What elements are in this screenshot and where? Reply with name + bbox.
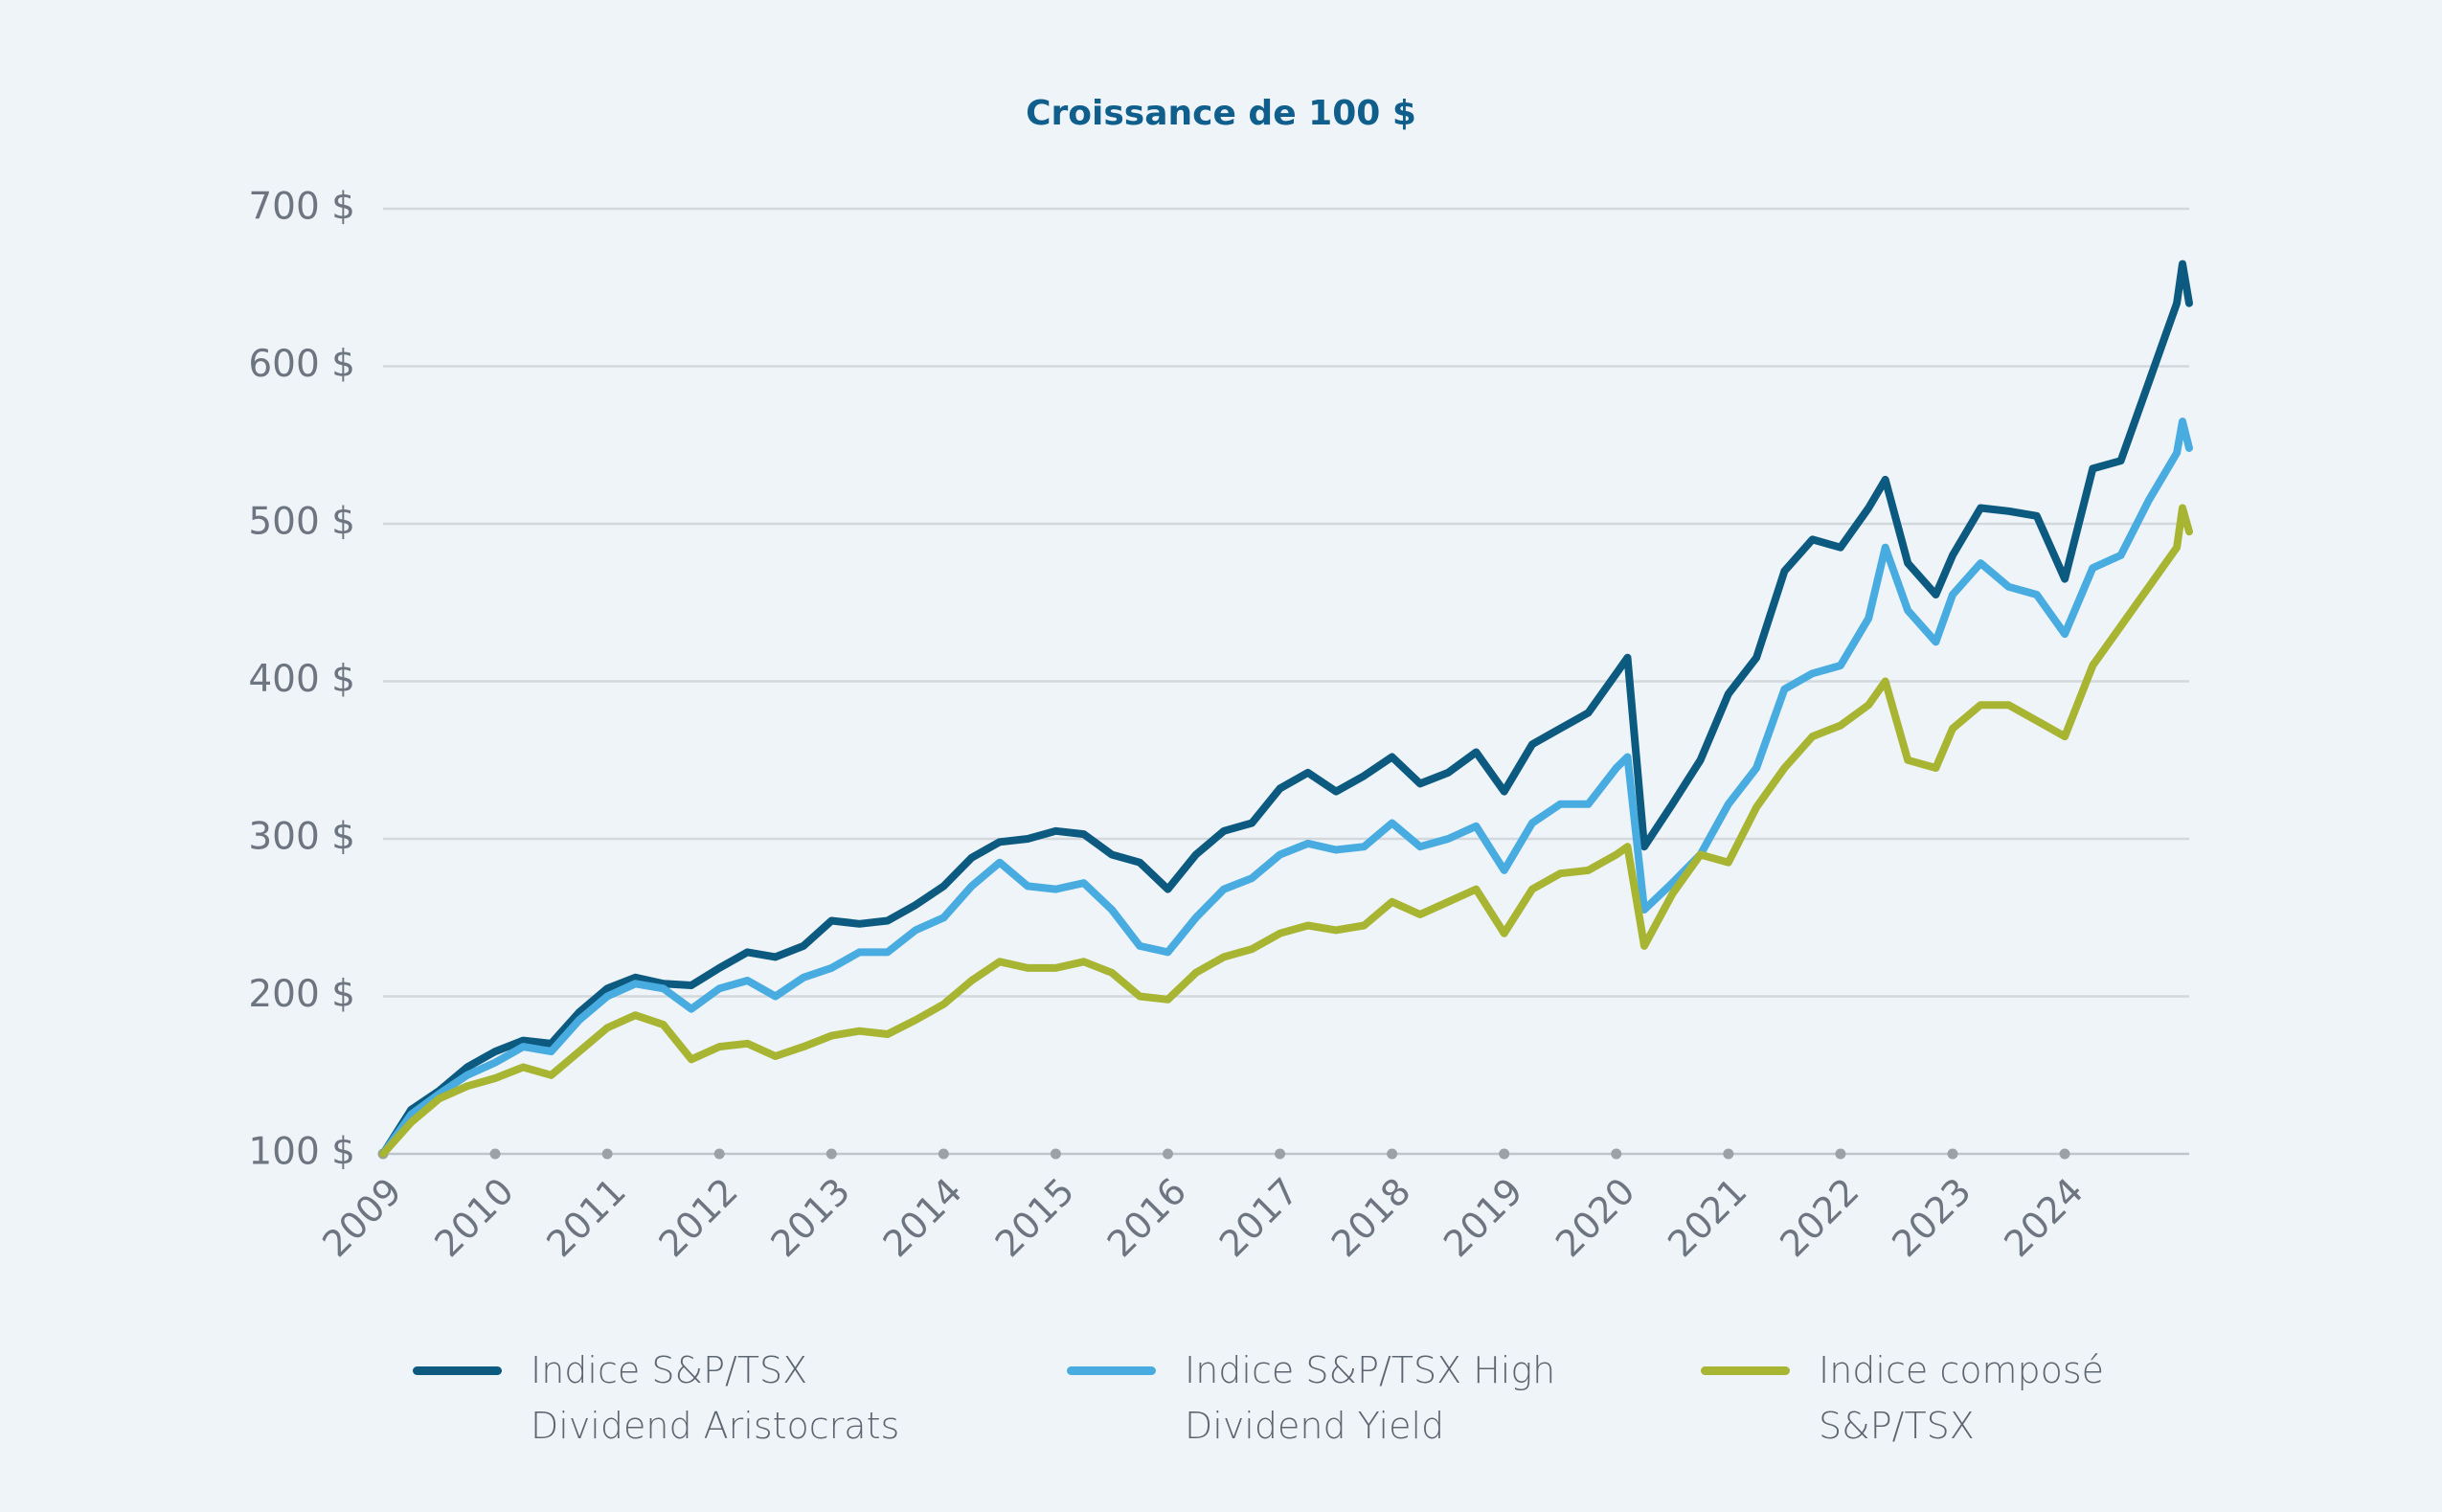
x-tick-label: 2012: [650, 1170, 746, 1266]
x-tick-label: 2017: [1211, 1170, 1307, 1266]
y-tick-label: 600 $: [248, 343, 355, 386]
x-tick-dot: [1050, 1148, 1061, 1160]
x-tick-label: 2018: [1323, 1170, 1419, 1266]
x-tick-label: 2011: [538, 1170, 634, 1266]
x-tick-label: 2015: [987, 1170, 1083, 1266]
x-tick-dot: [1723, 1148, 1734, 1160]
x-tick-dot: [1162, 1148, 1173, 1160]
x-tick-dot: [1947, 1148, 1958, 1160]
legend-swatch: [1067, 1366, 1156, 1375]
x-tick-label: 2021: [1660, 1170, 1755, 1266]
x-tick-dot: [1611, 1148, 1622, 1160]
x-tick-dot: [1275, 1148, 1286, 1160]
legend-swatch: [1701, 1366, 1790, 1375]
chart-title: Croissance de 100 $: [1026, 94, 1416, 133]
x-tick-label: 2019: [1436, 1170, 1531, 1266]
x-tick-dot: [601, 1148, 613, 1160]
y-tick-label: 700 $: [248, 186, 355, 229]
series-line: [379, 417, 2193, 1158]
x-tick-dot: [825, 1148, 837, 1160]
x-tick-label: 2013: [763, 1170, 859, 1266]
legend-label: Indice composé S&P/TSX: [1819, 1349, 2105, 1447]
x-tick-dot: [1499, 1148, 1510, 1160]
x-tick-dot: [713, 1148, 725, 1160]
x-tick-dot: [1835, 1148, 1846, 1160]
x-tick-label: 2022: [1772, 1170, 1867, 1266]
x-tick-label: 2020: [1548, 1170, 1643, 1266]
y-tick-label: 100 $: [248, 1131, 355, 1174]
x-tick-label: 2009: [314, 1170, 410, 1266]
x-tick-dot: [2059, 1148, 2070, 1160]
x-tick-label: 2016: [1099, 1170, 1195, 1266]
x-tick-dot: [938, 1148, 949, 1160]
series-line: [379, 260, 2193, 1158]
x-tick-label: 2023: [1884, 1170, 1979, 1266]
series-line: [379, 504, 2193, 1158]
legend-label: Indice S&P/TSX Dividend Aristocrats: [531, 1349, 900, 1447]
legend-label: Indice S&P/TSX High Dividend Yield: [1185, 1349, 1556, 1447]
x-tick-label: 2014: [875, 1170, 971, 1266]
x-tick-label: 2010: [426, 1170, 522, 1266]
x-tick-label: 2024: [1996, 1170, 2092, 1266]
y-tick-label: 500 $: [248, 501, 355, 544]
y-tick-label: 400 $: [248, 658, 355, 701]
x-tick-dot: [489, 1148, 501, 1160]
x-tick-dot: [1387, 1148, 1398, 1160]
y-tick-label: 200 $: [248, 973, 355, 1016]
y-tick-label: 300 $: [248, 816, 355, 859]
legend-swatch: [413, 1366, 502, 1375]
